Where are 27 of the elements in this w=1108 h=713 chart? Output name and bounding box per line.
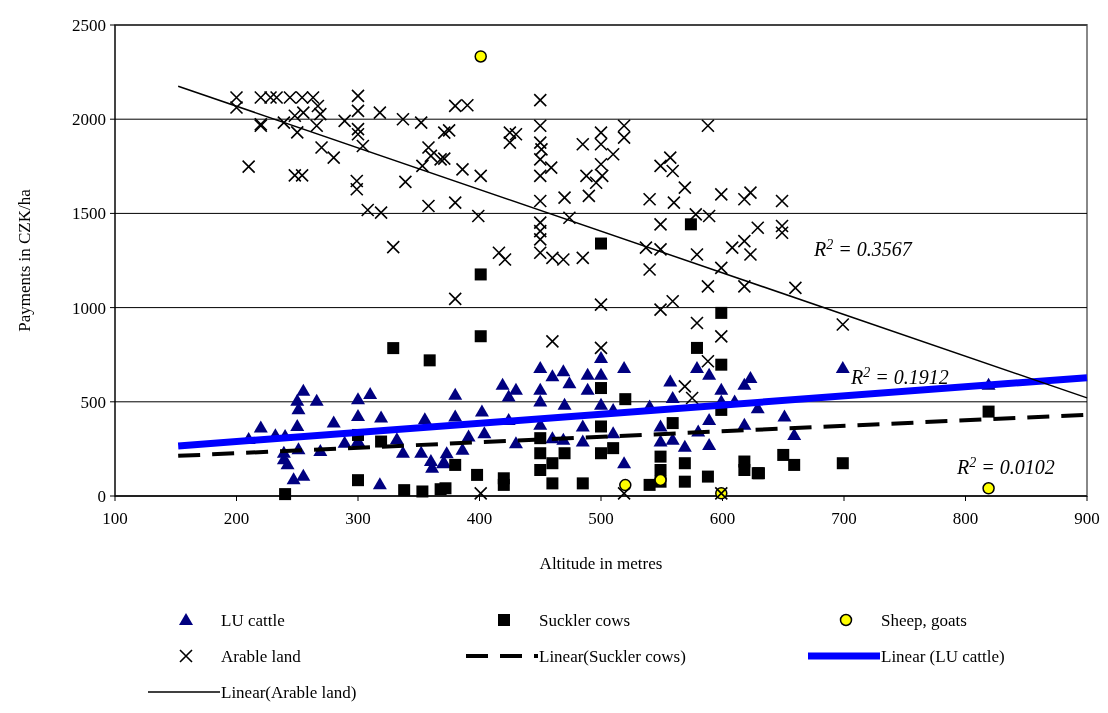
x-tick-label: 300	[345, 509, 371, 528]
legend-label: Sheep, goats	[881, 611, 967, 630]
y-tick-label: 2500	[72, 16, 106, 35]
y-axis-title: Payments in CZK/ha	[15, 188, 34, 332]
x-tick-label: 400	[466, 509, 493, 528]
annotation: R$^{2}$ = 0.3567	[813, 236, 913, 260]
legend-label: Linear(Arable land)	[221, 683, 357, 702]
y-tick-label: 2000	[72, 110, 106, 130]
x-tick-label: 200	[223, 509, 250, 528]
y-tick-label: 1500	[72, 204, 106, 224]
x-tick-label: 100	[102, 509, 128, 528]
y-tick-label: 0	[97, 487, 106, 506]
annotation: R$^{2}$ = 0.1912	[850, 364, 949, 388]
x-tick-label: 700	[831, 509, 857, 528]
y-tick-label: 500	[80, 392, 106, 412]
x-tick-label: 500	[588, 509, 614, 528]
x-tick-label: 800	[952, 509, 979, 528]
y-tick-label: 1000	[72, 298, 106, 318]
legend-label: LU cattle	[221, 611, 285, 630]
x-axis-title: Altitude in metres	[539, 554, 663, 573]
legend-label: Suckler cows	[539, 611, 631, 630]
legend-label: Arable land	[221, 647, 302, 666]
legend-label: Linear (LU cattle)	[881, 647, 1005, 666]
x-tick-label: 900	[1074, 509, 1100, 528]
legend-label: Linear(Suckler cows)	[539, 647, 686, 666]
x-tick-label: 600	[709, 509, 736, 528]
annotation: R$^{2}$ = 0.0102	[956, 454, 1055, 478]
